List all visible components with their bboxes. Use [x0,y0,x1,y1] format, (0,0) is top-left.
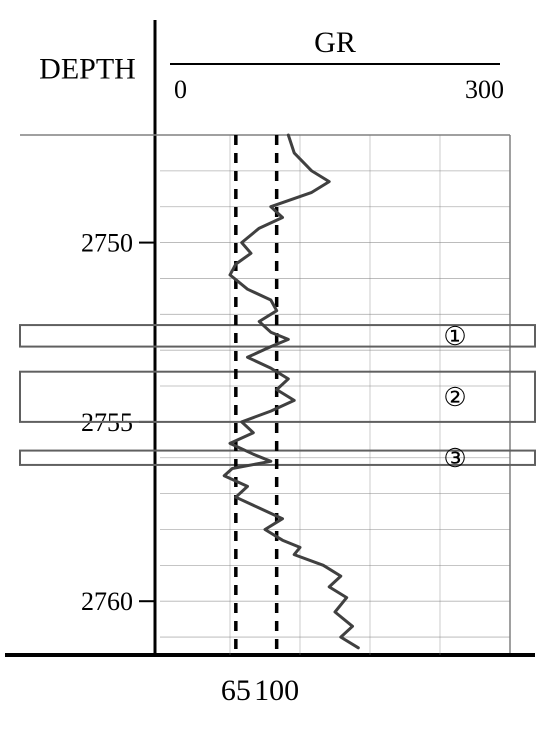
bed-marker-label: ② [443,383,466,412]
gr-track-label: GR [314,26,356,59]
depth-column-label: DEPTH [39,53,136,86]
gr-scale-min: 0 [174,75,187,104]
depth-tick-label: 2760 [81,587,133,616]
depth-tick-label: 2750 [81,229,133,258]
gr-curve [224,135,358,648]
gr-scale-max: 300 [465,75,504,104]
cutoff-label: 65 [221,674,251,707]
cutoff-label: 100 [254,674,299,707]
bed-marker-label: ① [443,322,466,351]
well-log-diagram: DEPTHGR0300275027552760①②③65100 [0,0,543,730]
bed-marker-label: ③ [443,444,466,473]
